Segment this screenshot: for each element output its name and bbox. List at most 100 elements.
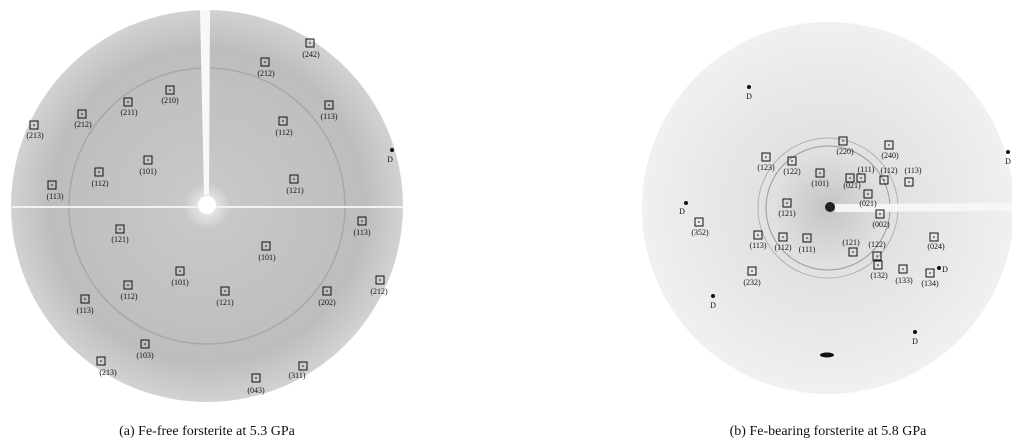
- spot: [757, 234, 759, 236]
- reflection-label: (232): [743, 278, 761, 287]
- reflection-label: (111): [858, 165, 875, 174]
- reflection-label: (021): [843, 181, 861, 190]
- reflection-label: (101): [258, 253, 276, 262]
- spot: [698, 221, 700, 223]
- reflection-label: (021): [859, 199, 877, 208]
- reflection-label: (113): [320, 112, 337, 121]
- spot: [747, 85, 751, 89]
- reflection-label: (121): [286, 186, 304, 195]
- spot: [179, 270, 181, 272]
- caption: (b) Fe-bearing forsterite at 5.8 GPa: [730, 424, 927, 439]
- spot: [806, 237, 808, 239]
- reflection-label: (134): [921, 279, 939, 288]
- spot: [84, 298, 86, 300]
- reflection-label: (043): [247, 386, 265, 395]
- spot: [786, 202, 788, 204]
- pattern-b: [642, 22, 1012, 394]
- reflection-label: (311): [288, 371, 305, 380]
- spot: [876, 255, 878, 257]
- spot: [119, 228, 121, 230]
- spot: [929, 272, 931, 274]
- spot: [390, 148, 394, 152]
- reflection-label: (113): [353, 228, 370, 237]
- spot: [100, 360, 102, 362]
- reflection-label: (133): [895, 276, 913, 285]
- spot: [791, 160, 793, 162]
- spot: [902, 268, 904, 270]
- caption: (a) Fe-free forsterite at 5.3 GPa: [119, 424, 295, 439]
- reflection-label: (112): [120, 292, 137, 301]
- reflection-label: (210): [161, 96, 179, 105]
- reflection-label: (103): [136, 351, 154, 360]
- spot: [933, 236, 935, 238]
- reflection-label: (132): [870, 271, 888, 280]
- reflection-label: (121): [778, 209, 796, 218]
- spot: [326, 290, 328, 292]
- reflection-label: (240): [881, 151, 899, 160]
- reflection-label: (113): [904, 166, 921, 175]
- spot: [224, 290, 226, 292]
- reflection-label: (101): [811, 179, 829, 188]
- spot: [255, 377, 257, 379]
- reflection-label: D: [746, 92, 752, 101]
- spot: [33, 124, 35, 126]
- reflection-label: (352): [691, 228, 709, 237]
- reflection-label: (202): [318, 298, 336, 307]
- spot: [913, 330, 917, 334]
- spot: [361, 220, 363, 222]
- spot: [293, 178, 295, 180]
- reflection-label: (111): [799, 245, 816, 254]
- reflection-label: (122): [783, 167, 801, 176]
- spot: [328, 104, 330, 106]
- reflection-label: (121): [216, 298, 234, 307]
- spot: [98, 171, 100, 173]
- reflection-label: (242): [302, 50, 320, 59]
- spot: [147, 159, 149, 161]
- spot: [842, 140, 844, 142]
- spot: [302, 365, 304, 367]
- reflection-label: (122): [868, 240, 886, 249]
- reflection-label: (112): [880, 166, 897, 175]
- reflection-label: D: [710, 301, 716, 310]
- spot: [127, 284, 129, 286]
- reflection-label: (121): [842, 238, 860, 247]
- reflection-label: (101): [139, 167, 157, 176]
- spot: [309, 42, 311, 44]
- reflection-label: (211): [120, 108, 137, 117]
- spot: [684, 201, 688, 205]
- reflection-label: (112): [275, 128, 292, 137]
- reflection-label: D: [387, 155, 393, 164]
- spot: [888, 144, 890, 146]
- figure: (a) Fe-free forsterite at 5.3 GPa (b) Fe…: [0, 0, 1012, 443]
- reflection-label: D: [942, 265, 948, 274]
- reflection-label: (220): [836, 147, 854, 156]
- spot: [127, 101, 129, 103]
- reflection-label: (113): [749, 241, 766, 250]
- spot: [751, 270, 753, 272]
- reflection-label: (112): [91, 179, 108, 188]
- reflection-label: (121): [111, 235, 129, 244]
- spot: [860, 177, 862, 179]
- reflection-label: (112): [774, 243, 791, 252]
- spot: [379, 279, 381, 281]
- spot: [169, 89, 171, 91]
- reflection-label: (212): [257, 69, 275, 78]
- spot: [711, 294, 715, 298]
- pattern-a: [11, 10, 403, 402]
- spot: [782, 236, 784, 238]
- reflection-label: (212): [370, 287, 388, 296]
- spot: [81, 113, 83, 115]
- spot: [144, 343, 146, 345]
- spot: [877, 264, 879, 266]
- reflection-label: (123): [757, 163, 775, 172]
- spot: [265, 245, 267, 247]
- spot: [883, 179, 885, 181]
- reflection-label: (113): [76, 306, 93, 315]
- spot: [282, 120, 284, 122]
- reflection-label: D: [679, 207, 685, 216]
- spot: [879, 213, 881, 215]
- spot: [1006, 150, 1010, 154]
- spot: [819, 172, 821, 174]
- spot: [852, 251, 854, 253]
- reflection-label: (213): [99, 368, 117, 377]
